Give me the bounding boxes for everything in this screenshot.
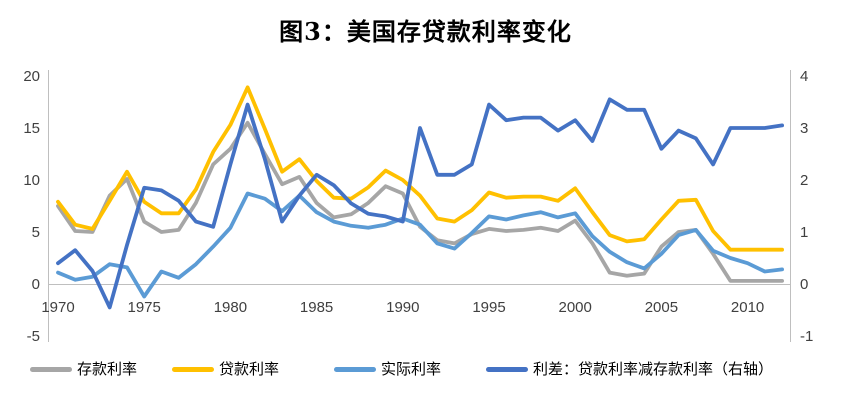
x-axis-tick-label: 2000 <box>558 299 592 316</box>
legend-item-deposit-rate: 存款利率 <box>30 360 137 378</box>
chart-title: 图3：美国存贷款利率变化 <box>279 17 572 46</box>
x-axis-tick-label: 1970 <box>41 299 75 316</box>
y-axis-right-tick-label: 0 <box>800 276 809 293</box>
legend-label-loan-rate: 贷款利率 <box>219 360 280 378</box>
legend-marker-deposit-rate <box>30 366 72 372</box>
x-axis-tick-label: 1980 <box>213 299 248 316</box>
y-axis-right-tick-label: 1 <box>800 224 809 241</box>
series-line-deposit-rate <box>56 120 784 283</box>
series-line-loan-rate <box>56 85 784 252</box>
legend-label-real-rate: 实际利率 <box>381 360 442 378</box>
legend-item-spread-loan-minus-deposit: 利差：贷款利率减存款利率（右轴） <box>486 360 773 378</box>
y-axis-left-tick-label: -5 <box>26 328 40 345</box>
y-axis-left-tick-label: 15 <box>23 120 40 137</box>
legend-item-real-rate: 实际利率 <box>334 360 441 378</box>
series-line-real-rate <box>56 191 784 299</box>
y-axis-left-tick-label: 10 <box>23 172 40 189</box>
y-axis-left-tick-label: 20 <box>23 68 40 85</box>
y-axis-left-tick-label: 5 <box>31 224 40 241</box>
legend-label-deposit-rate: 存款利率 <box>77 360 138 378</box>
x-axis-tick-label: 2010 <box>730 299 765 316</box>
y-axis-left-tick-label: 0 <box>31 276 40 293</box>
x-axis-tick-label: 1995 <box>472 299 506 316</box>
x-axis-tick-label: 1990 <box>386 299 420 316</box>
legend-marker-real-rate <box>334 366 376 372</box>
x-axis-tick-label: 1985 <box>299 299 334 316</box>
y-axis-right-tick-label: 3 <box>800 120 809 137</box>
legend-label-spread-loan-minus-deposit: 利差：贷款利率减存款利率（右轴） <box>533 360 774 378</box>
legend-marker-loan-rate <box>172 366 214 372</box>
x-axis-tick-label: 2005 <box>644 299 679 316</box>
x-axis-tick-label: 1975 <box>127 299 161 316</box>
legend-item-loan-rate: 贷款利率 <box>172 360 279 378</box>
legend-marker-spread-loan-minus-deposit <box>486 366 528 372</box>
series-line-spread-loan-minus-deposit <box>56 97 784 310</box>
y-axis-right-tick-label: 4 <box>800 68 809 85</box>
y-axis-right-tick-label: -1 <box>800 328 814 345</box>
y-axis-right-tick-label: 2 <box>800 172 809 189</box>
